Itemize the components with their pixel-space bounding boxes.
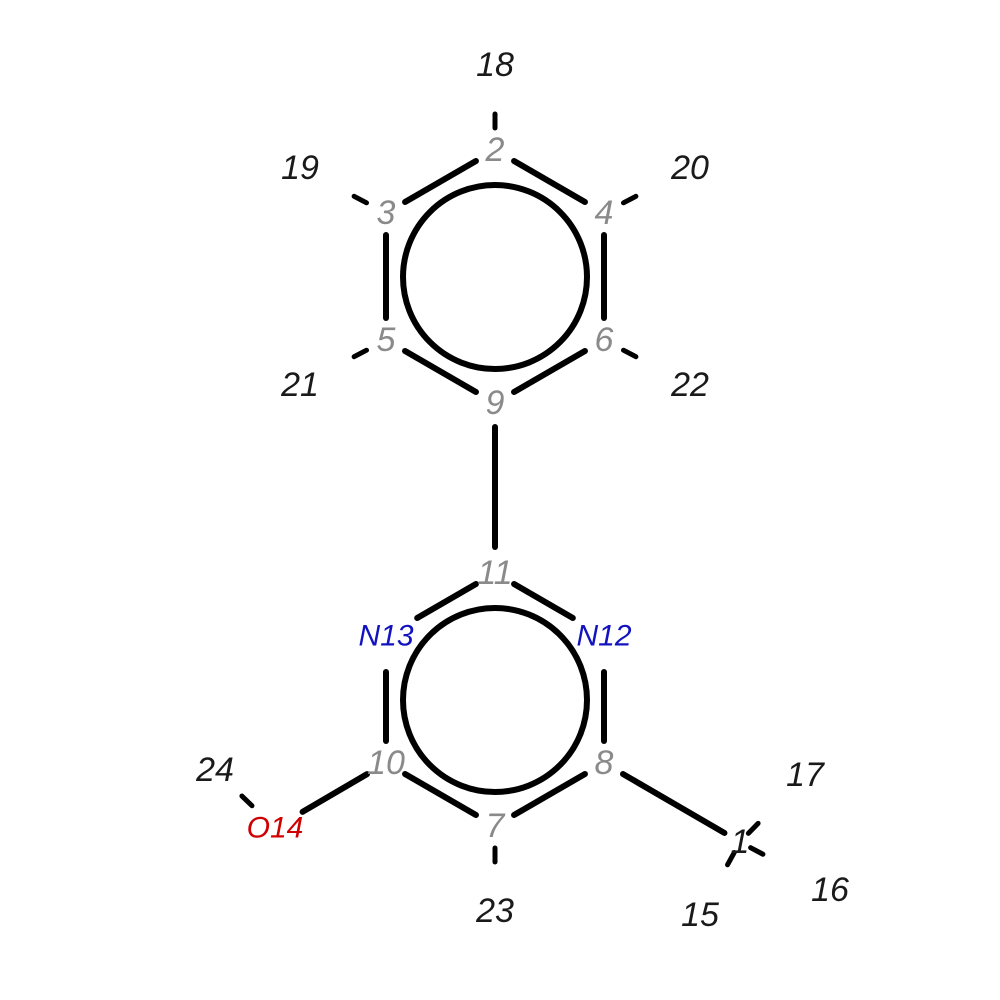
atom-label-18: 18 xyxy=(476,46,514,84)
atom-label-19: 19 xyxy=(281,149,319,187)
atom-label-5: 5 xyxy=(377,321,396,359)
atom-label-20: 20 xyxy=(670,149,709,187)
stub-bond xyxy=(354,196,366,202)
atom-label-15: 15 xyxy=(681,896,719,934)
atom-label-21: 21 xyxy=(280,366,319,404)
atom-label-22: 22 xyxy=(670,366,709,404)
substituent-bond xyxy=(303,774,367,812)
atom-label-14: O14 xyxy=(247,812,304,845)
atom-label-10: 10 xyxy=(367,744,405,782)
stub-bond xyxy=(623,196,635,202)
atom-label-9: 9 xyxy=(486,384,505,422)
aromatic-ring-circle xyxy=(403,608,587,792)
atom-label-6: 6 xyxy=(595,321,614,359)
substituent-bond xyxy=(623,774,724,833)
ring-bond xyxy=(405,161,476,202)
atom-label-3: 3 xyxy=(377,194,396,232)
atom-label-7: 7 xyxy=(486,807,506,845)
stub-bond xyxy=(748,823,758,833)
atom-label-13: N13 xyxy=(358,620,413,653)
atom-label-17: 17 xyxy=(786,756,825,794)
atom-label-8: 8 xyxy=(595,744,614,782)
atom-label-11: 11 xyxy=(477,554,512,592)
ring-bond xyxy=(405,774,476,815)
stub-bond xyxy=(242,796,252,806)
ring-bond xyxy=(514,351,585,392)
stub-bond xyxy=(354,350,366,356)
atom-label-4: 4 xyxy=(595,194,614,232)
molecule-diagram: 234569781011N12N131O14151617181920212223… xyxy=(0,0,1000,1000)
atom-label-1: 1 xyxy=(731,823,750,861)
atom-label-24: 24 xyxy=(195,751,234,789)
stub-bond xyxy=(751,848,763,855)
ring-bond xyxy=(514,774,585,815)
atom-label-16: 16 xyxy=(811,871,849,909)
ring-bond xyxy=(514,161,585,202)
atom-label-12: N12 xyxy=(576,620,631,653)
atom-label-23: 23 xyxy=(475,892,514,930)
aromatic-ring-circle xyxy=(403,185,587,369)
atom-label-2: 2 xyxy=(485,131,505,169)
ring-bond xyxy=(405,351,476,392)
stub-bond xyxy=(623,350,635,356)
